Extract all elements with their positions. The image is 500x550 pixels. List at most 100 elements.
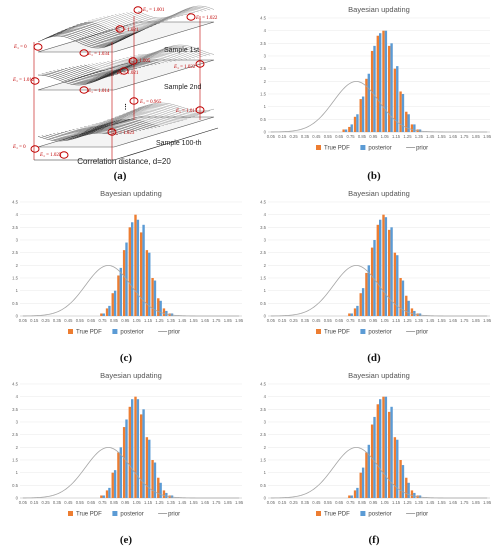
y-tick-label: 3.5 [12,407,18,412]
x-tick-label: 1.55 [438,500,447,505]
bar-true-pdf [145,437,149,498]
bar-true-pdf [376,35,379,132]
surface-line [53,31,130,44]
x-tick-label: 0.05 [267,318,276,323]
x-tick-label: 0.75 [98,500,107,505]
measurement-circle [129,97,139,105]
x-tick-label: 0.75 [346,134,355,139]
measurement-label: E1 = 1.005 [128,59,151,64]
y-tick-label: 0.5 [260,483,266,488]
x-tick-label: 1.35 [167,500,176,505]
prior-line [270,81,488,133]
x-tick-label: 0.95 [121,500,130,505]
bar-posterior [142,409,145,498]
x-tick-label: 1.35 [167,318,176,323]
surface-line [61,125,138,135]
surface-line [134,6,211,20]
bar-true-pdf [370,424,374,498]
legend-swatch [316,511,321,516]
y-tick-label: 0.5 [12,483,18,488]
bar-true-pdf [353,490,357,498]
x-tick-label: 1.95 [483,500,492,505]
measurement-label: E1 = 1.021 [116,71,139,76]
bar-true-pdf [157,477,160,498]
bar-posterior [390,43,393,133]
measurement-circle [195,106,205,114]
surface-line [45,130,122,139]
bar-posterior [159,482,162,498]
bar-posterior [119,267,123,316]
y-tick-label: 0 [264,496,267,501]
correlation-label: Correlation distance, d=20 [77,157,171,166]
sample-surface [37,44,215,91]
caption-b: (b) [367,170,381,182]
surface-line [114,12,191,26]
y-tick-label: 2 [16,263,19,268]
x-tick-label: 1.15 [392,318,401,323]
legend-label: True PDF [324,512,350,518]
y-tick-label: 4.5 [12,200,18,205]
legend-label: posterior [120,512,143,518]
y-tick-label: 3.5 [260,407,266,412]
legend-label: posterior [368,512,391,518]
surface-line [80,120,157,129]
legend: True PDF posterior prior [68,329,180,336]
bar-posterior [379,219,382,316]
x-tick-label: 0.25 [290,134,299,139]
bar-true-pdf [387,411,391,498]
x-tick-label: 0.15 [278,318,287,323]
bar-posterior [165,492,168,498]
caption-e: (e) [119,534,133,546]
bar-posterior [373,45,376,132]
legend-label: posterior [368,330,391,336]
y-tick-label: 1 [264,104,267,109]
y-tick-label: 0.5 [12,301,18,306]
x-tick-label: 1.05 [381,318,390,323]
bar-true-pdf [139,232,143,316]
legend: True PDF posterior prior [316,511,428,518]
bar-true-pdf [122,250,126,316]
surface-line [134,103,211,113]
y-tick-label: 1 [264,470,267,475]
x-tick-label: 0.85 [358,318,367,323]
chart-title: Bayesian updating [348,371,410,380]
bar-posterior [148,439,151,498]
bar-true-pdf [399,460,402,498]
bar-true-pdf [105,308,109,316]
measurement-circle [79,49,89,57]
bar-posterior [165,310,168,316]
random-field-diagram: E1 = 1.001 E1 = 1.022 E1 = 1.021 E1 = 0 E1 =… [12,5,219,166]
surface-line [49,129,126,138]
bar-true-pdf [100,495,103,498]
bar-posterior [142,224,145,316]
measurement-circle [195,60,205,68]
panel-f: Bayesian updating 0 0.5 1 1.5 2 2.5 3 3.5 4 4.5 0.0… [252,368,496,528]
x-tick-label: 0.55 [76,500,85,505]
x-tick-label: 1.35 [415,134,424,139]
y-tick-label: 2.5 [260,432,266,437]
y-tick-label: 3 [16,420,19,425]
x-tick-label: 1.25 [155,318,164,323]
bar-true-pdf [399,91,402,132]
x-tick-label: 0.45 [64,318,73,323]
x-tick-label: 1.95 [235,500,244,505]
x-tick-label: 0.75 [98,318,107,323]
x-tick-label: 0.45 [64,500,73,505]
bar-posterior [407,482,410,498]
x-tick-label: 0.85 [358,500,367,505]
x-tick-label: 0.95 [369,318,378,323]
x-tick-label: 1.75 [460,500,469,505]
bar-posterior [350,124,353,132]
chart-e: Bayesian updating 0 0.5 1 1.5 2 2.5 3 3.5 4 4.5 0.0… [12,371,244,518]
bar-true-pdf [365,272,368,316]
x-tick-label: 1.85 [472,134,481,139]
panel-a: E1 = 1.001 E1 = 1.022 E1 = 1.021 E1 = 0 E1 =… [4,2,240,170]
surface-line [118,108,195,118]
x-tick-label: 0.65 [87,500,96,505]
y-tick-label: 0 [264,314,267,319]
x-tick-label: 1.45 [426,500,435,505]
bar-true-pdf [134,214,137,316]
bar-true-pdf [410,490,414,498]
surface-line [137,44,215,56]
measurement-circle [119,67,129,75]
